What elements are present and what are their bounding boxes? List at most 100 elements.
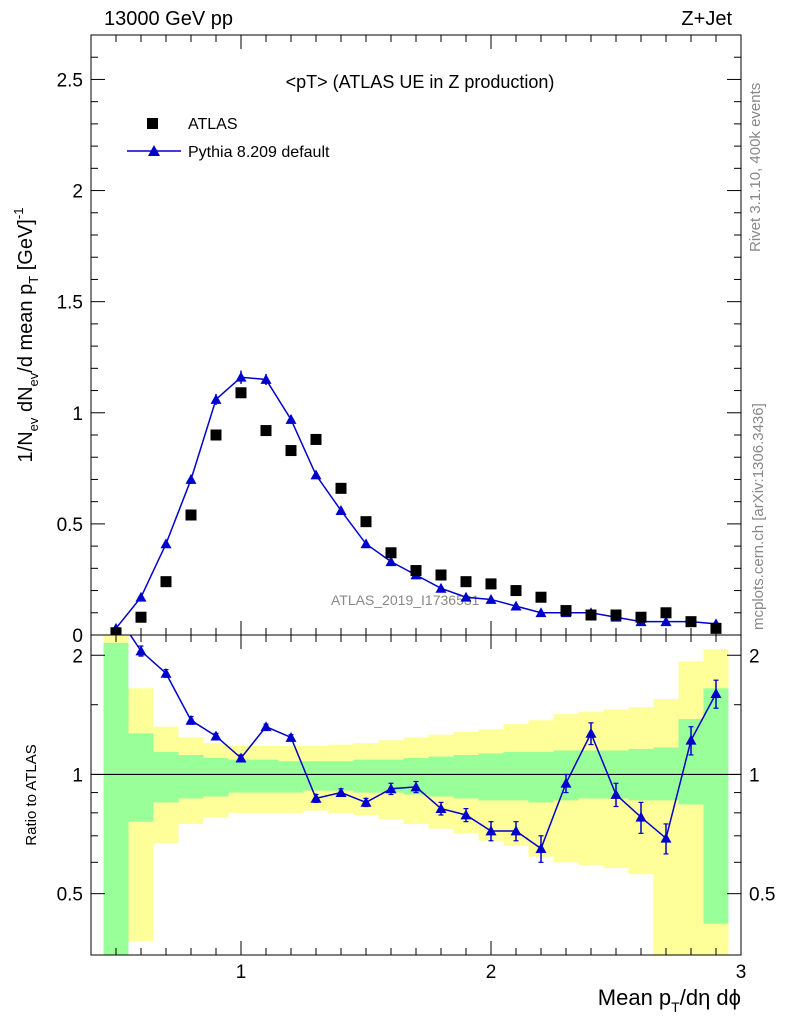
ratio-point xyxy=(660,832,672,843)
atlas-point xyxy=(160,576,172,588)
header-right: Z+Jet xyxy=(681,8,732,30)
main-ylabel: 1/Nev dNev/d mean pT [GeV]-1 xyxy=(11,208,41,463)
pythia-point xyxy=(535,607,547,618)
watermark-label: ATLAS_2019_I1736531 xyxy=(331,592,480,608)
band-inner xyxy=(703,688,729,924)
ratio-ytick-label-right: 1 xyxy=(749,765,760,786)
ratio-point xyxy=(710,688,722,699)
pythia-point xyxy=(660,616,672,627)
band-inner xyxy=(478,753,504,801)
ratio-point xyxy=(460,809,472,820)
pythia-point xyxy=(160,538,172,549)
ratio-ytick-label: 2 xyxy=(72,646,83,667)
atlas-point xyxy=(310,433,322,445)
main-ytick-label: 0 xyxy=(72,626,83,647)
mcplots-label: mcplots.cern.ch [arXiv:1306.3436] xyxy=(750,403,767,630)
ratio-point xyxy=(610,788,622,799)
ratio-point xyxy=(410,781,422,792)
band-inner xyxy=(328,761,354,791)
pythia-point xyxy=(460,591,472,602)
pythia-point xyxy=(335,505,347,515)
pythia-point xyxy=(510,600,522,611)
atlas-point xyxy=(285,445,297,457)
ratio-point xyxy=(310,792,322,803)
main-panel: ATLAS_2019_I1736531 0 0.5 1 1.5 2 2.5 <pT> (A… xyxy=(11,34,742,647)
ratio-ytick-label: 0.5 xyxy=(57,885,83,906)
atlas-point xyxy=(585,609,597,621)
main-ytick-label: 1.5 xyxy=(57,293,83,314)
atlas-point xyxy=(435,569,447,581)
band-inner xyxy=(128,733,154,822)
atlas-point xyxy=(510,585,522,597)
atlas-point xyxy=(635,611,647,623)
band-inner xyxy=(528,751,554,803)
pythia-point xyxy=(185,473,197,484)
ratio-point xyxy=(535,843,547,853)
main-ytick-label: 1 xyxy=(72,404,83,425)
legend-atlas-marker xyxy=(147,118,158,129)
ratio-point xyxy=(160,667,172,678)
ratio-point xyxy=(385,783,397,794)
legend: ATLAS Pythia 8.209 default xyxy=(127,116,330,161)
pythia-point xyxy=(285,413,297,424)
ratio-point xyxy=(360,796,372,807)
band-inner xyxy=(253,759,279,793)
rivet-label: Rivet 3.1.10, 400k events xyxy=(747,83,764,252)
band-inner xyxy=(103,642,129,955)
ratio-point xyxy=(510,825,522,836)
atlas-point xyxy=(335,482,347,494)
band-inner xyxy=(203,758,229,797)
pythia-point xyxy=(235,371,247,382)
atlas-point xyxy=(485,578,497,590)
ratio-point xyxy=(635,811,647,822)
ratio-ytick-label: 1 xyxy=(72,765,83,786)
pythia-line xyxy=(115,376,717,629)
atlas-point xyxy=(660,607,672,619)
ratio-point xyxy=(335,787,347,797)
pythia-point xyxy=(210,393,222,404)
band-outer xyxy=(678,661,704,955)
legend-atlas-label: ATLAS xyxy=(188,116,238,133)
ratio-panel: 0.5 0.5 1 1 2 2 1 2 3 Ratio to ATLAS Mean pT/dη … xyxy=(23,634,775,1015)
ratio-point xyxy=(285,731,297,742)
band-inner xyxy=(303,761,329,791)
atlas-point xyxy=(235,387,247,399)
atlas-point xyxy=(685,616,697,628)
header-left: 13000 GeV pp xyxy=(104,8,233,30)
atlas-point xyxy=(260,425,272,437)
atlas-point xyxy=(410,565,422,577)
main-ytick-label: 0.5 xyxy=(57,515,83,536)
ratio-point xyxy=(435,803,447,813)
ratio-point xyxy=(135,645,147,656)
band-inner xyxy=(453,754,479,799)
atlas-point xyxy=(185,509,197,521)
atlas-point xyxy=(610,609,622,621)
pythia-point xyxy=(360,538,372,549)
pythia-point xyxy=(310,469,322,480)
ratio-point xyxy=(260,721,272,732)
ratio-xlabel: Mean pT/dη dϕ xyxy=(598,985,741,1015)
main-ytick-label: 2.5 xyxy=(57,70,83,91)
ratio-xtick-label: 2 xyxy=(486,962,497,983)
band-inner xyxy=(153,751,179,803)
band-inner xyxy=(278,761,304,793)
ratio-point xyxy=(185,714,197,725)
ratio-frame xyxy=(90,634,742,956)
ratio-point xyxy=(210,730,222,741)
ratio-ytick-label-right: 0.5 xyxy=(749,885,775,906)
atlas-point xyxy=(360,516,372,528)
ratio-ytick-label-right: 2 xyxy=(749,646,760,667)
ratio-point xyxy=(685,734,697,745)
main-ytick-label: 2 xyxy=(72,182,83,203)
atlas-point xyxy=(560,605,572,617)
pythia-point xyxy=(435,582,447,593)
ratio-xtick-label: 3 xyxy=(736,962,747,983)
atlas-point xyxy=(135,611,147,623)
band-inner xyxy=(503,751,529,801)
band-inner xyxy=(353,759,379,793)
pythia-point xyxy=(135,591,147,602)
band-inner xyxy=(178,754,204,799)
ratio-point xyxy=(560,777,572,788)
legend-pythia-label: Pythia 8.209 default xyxy=(188,144,330,161)
